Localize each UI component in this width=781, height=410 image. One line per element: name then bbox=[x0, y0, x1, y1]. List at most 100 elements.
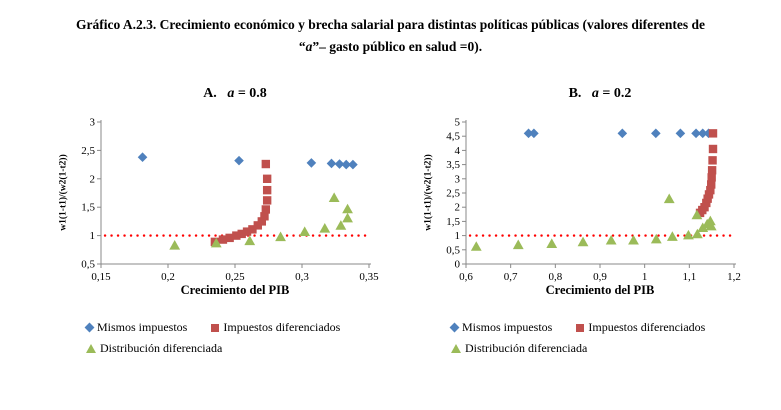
y-tick-label: 4 bbox=[455, 145, 461, 157]
data-point-triangle bbox=[666, 231, 678, 241]
data-point-triangle bbox=[275, 231, 286, 242]
chart-a-x-axis-title: Crecimiento del PIB bbox=[180, 283, 290, 297]
legend-chart-a: Mismos impuestos Impuestos diferenciados… bbox=[84, 320, 396, 362]
data-point-triangle bbox=[342, 212, 353, 223]
data-point-triangle bbox=[577, 236, 589, 247]
data-point-square bbox=[242, 227, 252, 236]
data-point-triangle bbox=[650, 233, 662, 244]
data-point-square bbox=[262, 185, 272, 195]
y-tick-label: 5 bbox=[455, 117, 461, 129]
chart-panel-a: A. a = 0.8 w1(1-t1)/(w2(1-t2)) 0,15 0,2 0,… bbox=[53, 84, 383, 310]
legend-item-impuestos-diferenciados: Impuestos diferenciados bbox=[576, 320, 705, 335]
data-point-square bbox=[261, 159, 271, 169]
y-tick-label: 4,5 bbox=[446, 131, 460, 143]
x-tick-label: 0,35 bbox=[359, 271, 379, 283]
y-tick-label: 2 bbox=[90, 173, 96, 185]
x-tick-label: 0,2 bbox=[161, 271, 175, 283]
data-point-diamond bbox=[326, 158, 337, 169]
y-tick-label: 1,5 bbox=[446, 216, 460, 228]
data-point-diamond bbox=[651, 128, 661, 139]
data-point-square bbox=[708, 129, 718, 138]
triangle-marker-icon bbox=[451, 344, 461, 353]
data-point-diamond bbox=[675, 128, 686, 139]
data-point-diamond bbox=[697, 128, 708, 139]
x-tick-label: 0,15 bbox=[91, 271, 111, 283]
legend-label: Mismos impuestos bbox=[462, 320, 553, 334]
data-point-triangle bbox=[704, 215, 716, 226]
legend-chart-b: Mismos impuestos Impuestos diferenciados… bbox=[449, 320, 761, 362]
data-point-triangle bbox=[705, 220, 717, 231]
x-tick-label: 0,8 bbox=[548, 271, 562, 283]
data-point-square bbox=[262, 174, 272, 183]
data-point-triangle bbox=[335, 220, 347, 230]
triangle-marker-icon bbox=[86, 344, 96, 353]
legend-label: Mismos impuestos bbox=[97, 320, 188, 334]
data-point-square bbox=[237, 229, 246, 239]
x-tick-label: 0,7 bbox=[504, 271, 518, 283]
diamond-marker-icon bbox=[84, 322, 95, 333]
chart-b-heading: B. a = 0.2 bbox=[568, 86, 632, 101]
data-point-square bbox=[232, 231, 241, 240]
data-point-triangle bbox=[683, 229, 694, 240]
figure-title: Gráfico A.2.3. Crecimiento económico y b… bbox=[30, 14, 751, 58]
square-marker-icon bbox=[576, 323, 585, 332]
legend-label: Impuestos diferenciados bbox=[223, 320, 341, 334]
data-point-square bbox=[225, 233, 234, 243]
data-point-diamond bbox=[137, 152, 148, 163]
data-point-triangle bbox=[299, 226, 311, 237]
y-tick-label: 2,5 bbox=[446, 188, 460, 200]
legend-item-impuestos-diferenciados: Impuestos diferenciados bbox=[211, 320, 340, 335]
legend-row: Mismos impuestos Impuestos diferenciados bbox=[449, 320, 761, 335]
y-tick-label: 1 bbox=[90, 230, 96, 242]
y-tick-label: 1 bbox=[455, 230, 461, 242]
data-point-triangle bbox=[319, 223, 331, 233]
y-tick-label: 0,5 bbox=[446, 244, 460, 256]
legend-item-mismos-impuestos: Mismos impuestos bbox=[449, 320, 553, 335]
data-point-triangle bbox=[512, 239, 524, 250]
data-point-square bbox=[708, 156, 717, 165]
y-tick-label: 3,5 bbox=[446, 159, 460, 171]
chart-a-heading: A. a = 0.8 bbox=[203, 86, 267, 101]
data-point-square bbox=[261, 205, 271, 214]
data-point-square bbox=[248, 225, 257, 234]
data-point-diamond bbox=[348, 159, 358, 170]
data-point-triangle bbox=[628, 234, 639, 245]
data-point-square bbox=[257, 217, 266, 226]
data-point-diamond bbox=[306, 158, 317, 168]
square-marker-icon bbox=[211, 323, 220, 332]
legend-item-distribucion-diferenciada: Distribución diferenciada bbox=[86, 341, 222, 356]
figure-title-line1: Gráfico A.2.3. Crecimiento económico y b… bbox=[76, 17, 705, 32]
data-point-triangle bbox=[691, 209, 703, 220]
legend-row: Mismos impuestos Impuestos diferenciados bbox=[84, 320, 396, 335]
y-tick-label: 1,5 bbox=[81, 202, 95, 214]
x-tick-label: 0,25 bbox=[225, 271, 245, 283]
x-tick-label: 0,9 bbox=[593, 271, 607, 283]
data-point-diamond bbox=[234, 155, 244, 166]
legend-label: Distribución diferenciada bbox=[465, 341, 588, 355]
data-point-triangle bbox=[169, 240, 181, 250]
data-point-triangle bbox=[210, 237, 222, 248]
y-tick-label: 0,5 bbox=[81, 259, 95, 271]
legend-item-distribucion-diferenciada: Distribución diferenciada bbox=[451, 341, 587, 356]
data-point-triangle bbox=[470, 241, 482, 251]
data-point-triangle bbox=[691, 228, 703, 239]
data-point-triangle bbox=[663, 193, 675, 204]
data-point-square bbox=[707, 173, 716, 182]
data-point-triangle bbox=[605, 234, 617, 245]
data-point-square bbox=[706, 185, 715, 195]
x-tick-label: 0,6 bbox=[459, 271, 473, 283]
variable-a: a bbox=[305, 39, 313, 54]
figure-title-line2: “a”– gasto público en salud =0). bbox=[298, 39, 483, 54]
y-tick-label: 0 bbox=[455, 259, 461, 271]
x-tick-label: 0,3 bbox=[295, 271, 309, 283]
y-tick-label: 2 bbox=[455, 202, 461, 214]
x-tick-label: 1,2 bbox=[727, 271, 741, 283]
y-tick-label: 3 bbox=[455, 173, 461, 185]
diamond-marker-icon bbox=[449, 322, 460, 333]
data-point-square bbox=[702, 198, 711, 208]
data-point-triangle bbox=[342, 203, 353, 214]
data-point-square bbox=[708, 144, 718, 154]
data-point-triangle bbox=[328, 192, 340, 202]
y-tick-label: 2,5 bbox=[81, 145, 95, 157]
legend-row: Distribución diferenciada bbox=[86, 341, 396, 356]
